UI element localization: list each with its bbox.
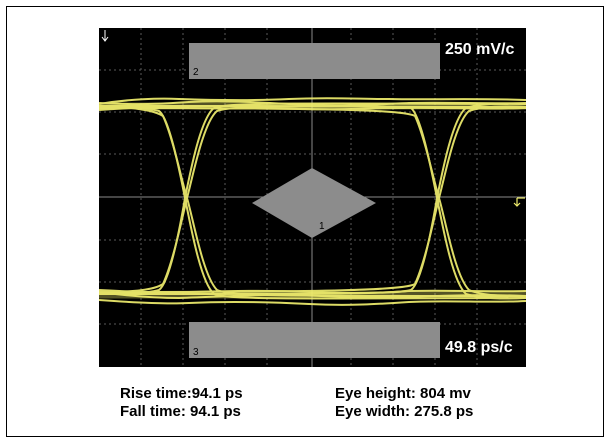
mask-region-top (189, 43, 440, 79)
figure-frame (6, 6, 604, 437)
trigger-marker-icon (513, 197, 525, 207)
vertical-scale-label: 250 mV/c (445, 41, 515, 58)
fall-time-measurement: Fall time: 94.1 ps (120, 403, 241, 420)
mask-label-3: 3 (193, 347, 199, 358)
mask-region-center (252, 168, 376, 238)
eye-traces (99, 97, 526, 306)
horizontal-scale-label: 49.8 ps/c (445, 339, 513, 356)
mask-region-bottom (189, 322, 440, 358)
mask-label-1: 1 (319, 221, 325, 232)
eye-width-measurement: Eye width: 275.8 ps (335, 403, 474, 420)
graticule (99, 28, 526, 367)
eye-height-measurement: Eye height: 804 mv (335, 385, 471, 402)
eye-traces-haze (99, 102, 526, 299)
eye-diagram-plot: 1 2 3 (99, 28, 526, 367)
ground-reference-icon (101, 30, 109, 42)
oscilloscope-display: 1 2 3 250 mV/c 49.8 ps/c (99, 28, 526, 367)
mask-label-2: 2 (193, 67, 199, 78)
rise-time-measurement: Rise time:94.1 ps (120, 385, 243, 402)
